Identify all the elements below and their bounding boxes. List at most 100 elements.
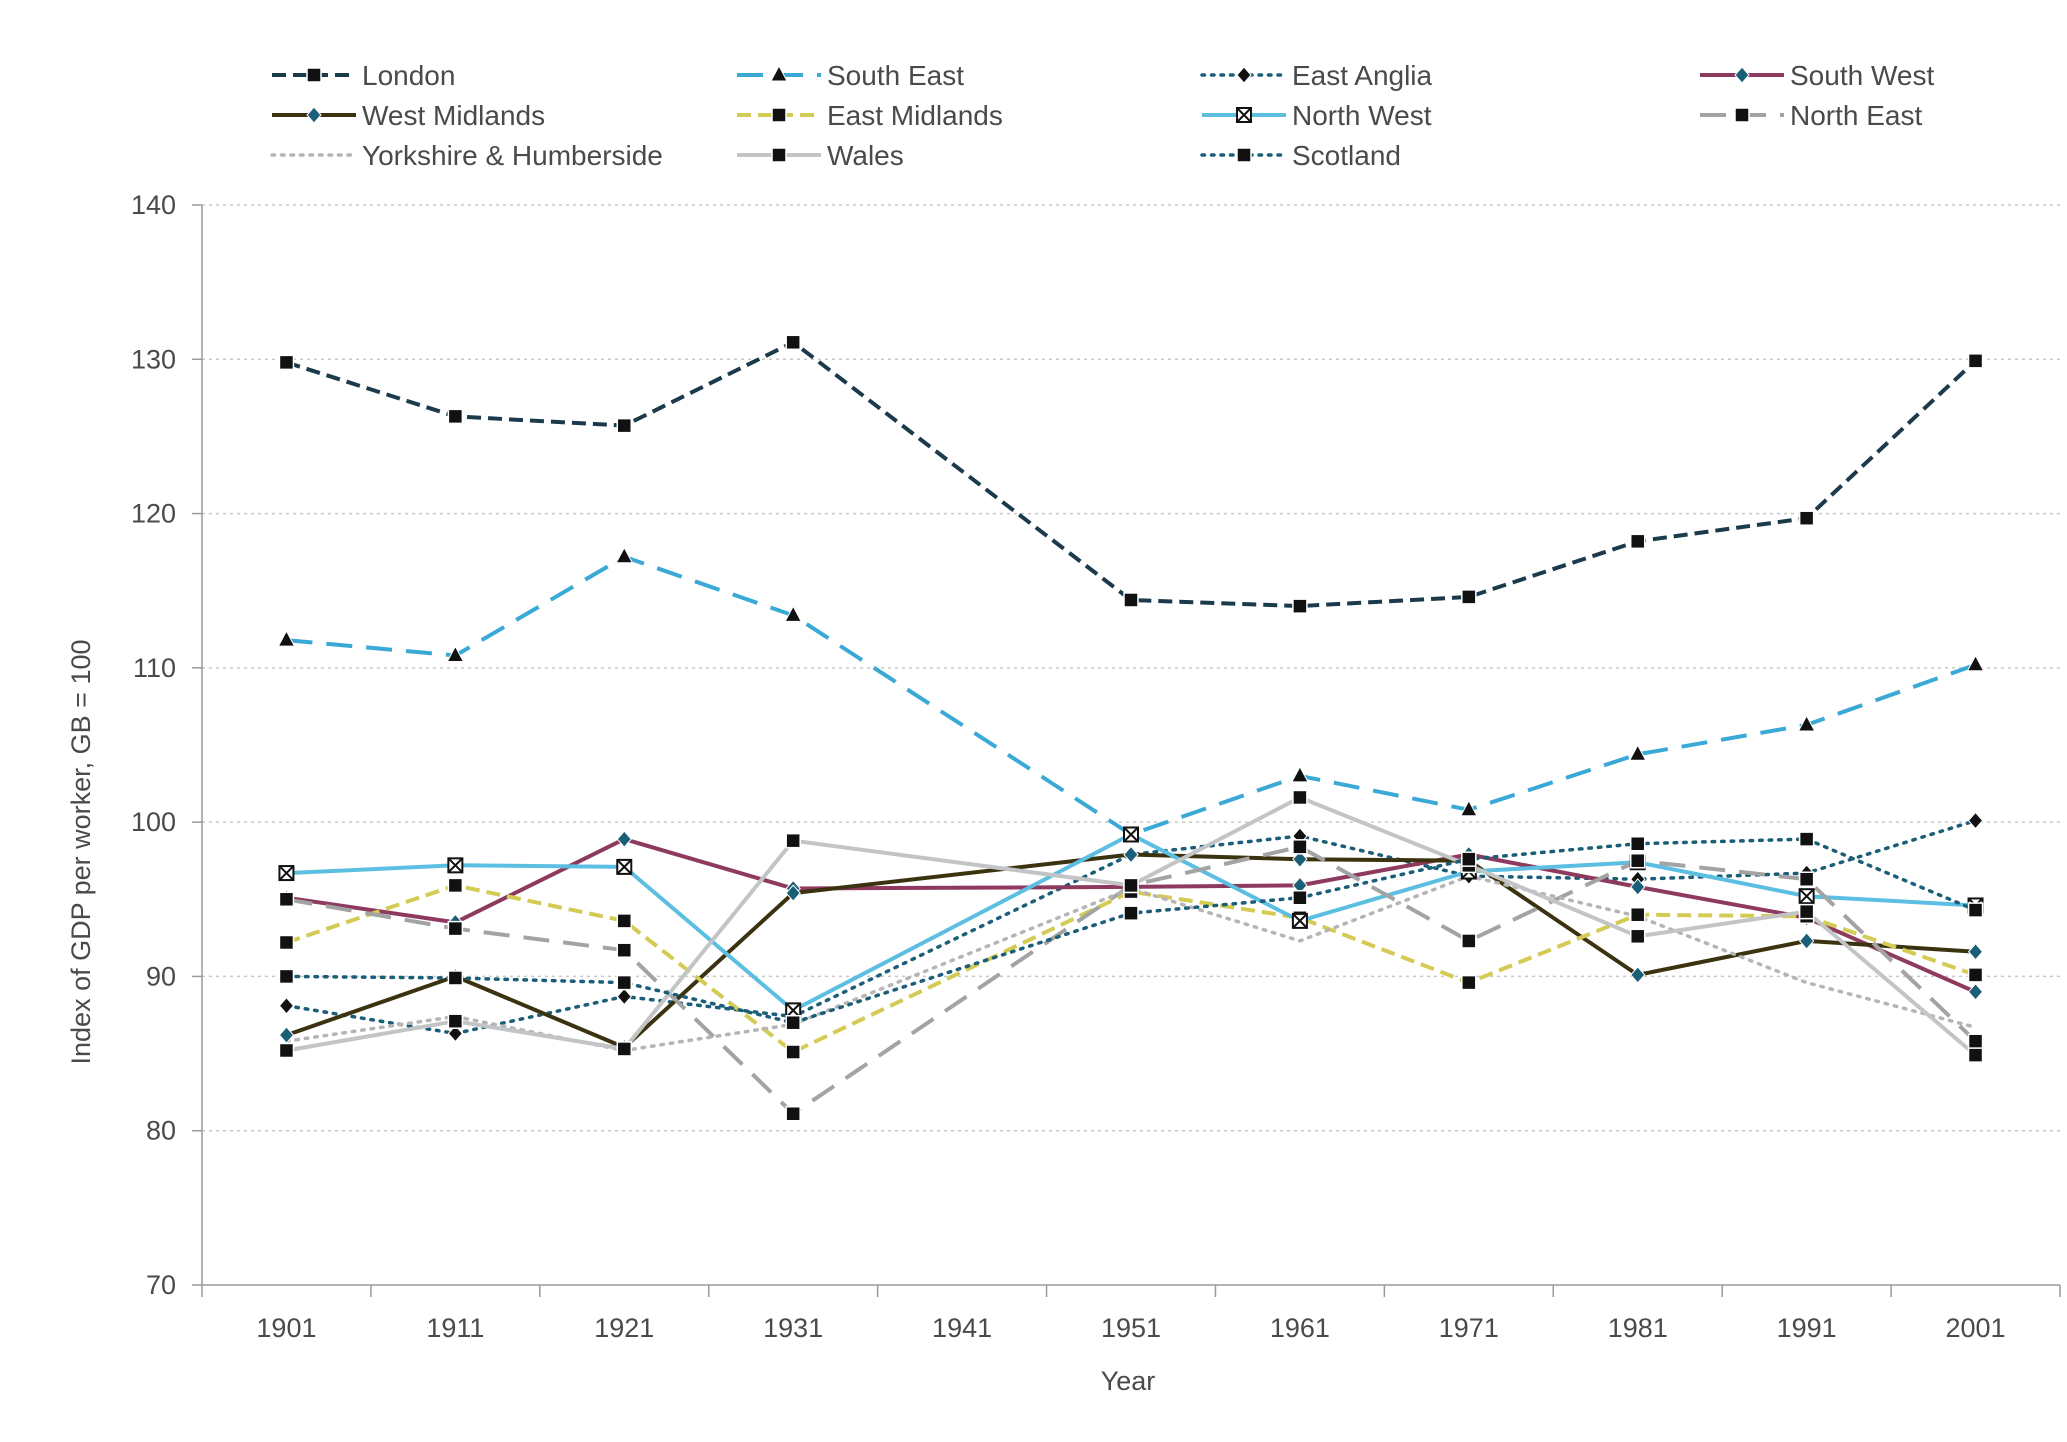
x-tick-label: 1901 — [256, 1313, 316, 1343]
point-scotland — [616, 974, 633, 991]
point-north-east — [447, 920, 464, 937]
legend-item-scotland: Scotland — [1200, 140, 1401, 171]
legend-label: Wales — [827, 140, 904, 171]
point-london — [616, 417, 633, 434]
legend-label: Scotland — [1292, 140, 1401, 171]
point-west-midlands — [1292, 850, 1308, 868]
point-wales — [785, 832, 801, 849]
series-line-east-midlands — [285, 883, 1977, 1054]
y-tick-label: 100 — [131, 807, 176, 837]
point-north-east — [1461, 933, 1477, 949]
series-line-wales — [286, 795, 1977, 1057]
legend-label: North East — [1790, 100, 1922, 131]
point-west-midlands — [1630, 966, 1646, 984]
x-tick-label: 2001 — [1946, 1313, 2006, 1343]
point-south-west — [616, 830, 632, 848]
gridlines — [202, 204, 2060, 1132]
point-scotland — [785, 1014, 801, 1031]
x-tick-label: 1991 — [1777, 1313, 1837, 1343]
point-north-west — [278, 865, 295, 882]
legend-marker — [1236, 107, 1252, 123]
point-london — [1461, 589, 1477, 605]
legend-item-east-midlands: East Midlands — [737, 100, 1003, 131]
point-south-east — [615, 546, 634, 564]
point-scotland — [1798, 831, 1815, 847]
legend-item-south-west: South West — [1700, 60, 1934, 91]
point-south-east — [784, 605, 803, 622]
y-tick-label: 90 — [146, 961, 176, 991]
series-lines — [284, 340, 1978, 1116]
legend-item-north-west: North West — [1202, 100, 1432, 131]
point-south-east — [1966, 654, 1985, 672]
point-west-midlands — [1798, 932, 1815, 950]
x-tick-label: 1971 — [1439, 1313, 1499, 1343]
legend-marker — [1236, 66, 1252, 84]
point-north-west — [785, 1002, 802, 1019]
point-north-east — [278, 891, 295, 908]
point-wales — [1123, 877, 1139, 894]
point-east-midlands — [278, 934, 295, 951]
legend-item-yorkshire-and-humberside: Yorkshire & Humberside — [270, 140, 663, 171]
point-wales — [1292, 789, 1308, 806]
point-south-west — [1630, 878, 1646, 896]
point-north-west — [1291, 912, 1308, 929]
point-east-midlands — [1629, 906, 1646, 923]
point-london — [447, 408, 464, 425]
x-tick-label: 1931 — [763, 1313, 823, 1343]
point-east-anglia — [447, 1024, 464, 1043]
point-north-east — [1967, 1033, 1984, 1049]
point-scotland — [447, 970, 464, 986]
y-axis-label: Index of GDP per worker, GB = 100 — [66, 640, 96, 1065]
point-wales — [447, 1013, 464, 1029]
point-south-east — [446, 645, 465, 663]
x-tick-label: 1961 — [1270, 1313, 1330, 1343]
point-east-anglia — [278, 996, 295, 1015]
point-north-west — [616, 858, 633, 875]
legend-item-london: London — [272, 60, 455, 91]
point-west-midlands — [785, 884, 801, 902]
legend-marker — [771, 147, 787, 163]
legend-label: East Midlands — [827, 100, 1003, 131]
x-tick-label: 1911 — [426, 1313, 484, 1343]
legend-label: West Midlands — [362, 100, 545, 131]
point-north-east — [1629, 852, 1646, 869]
point-west-midlands — [278, 1026, 295, 1044]
legend-item-north-east: North East — [1700, 100, 1922, 131]
point-scotland — [1123, 905, 1139, 921]
point-london — [785, 334, 801, 351]
series-line-london — [285, 340, 1977, 609]
point-north-east — [785, 1105, 801, 1122]
legend-label: Yorkshire & Humberside — [362, 140, 663, 171]
series-line-north-east — [286, 844, 1977, 1116]
axes: 70 80 90 100 110 120 130 140 1901 1911 1921 1931 194… — [131, 190, 2061, 1343]
x-axis-label: Year — [1101, 1366, 1156, 1396]
legend-marker — [1734, 66, 1750, 84]
point-wales — [1798, 903, 1815, 920]
series-line-scotland — [284, 837, 1978, 1025]
y-tick-label: 80 — [146, 1116, 176, 1146]
series-line-south-west — [286, 837, 1977, 994]
point-east-midlands — [1967, 967, 1984, 983]
x-tick-label: 1951 — [1101, 1313, 1161, 1343]
x-tick-label: 1981 — [1608, 1313, 1668, 1343]
point-wales — [278, 1042, 295, 1059]
legend-label: London — [362, 60, 455, 91]
point-wales — [1967, 1047, 1984, 1063]
series-line-east-anglia — [284, 818, 1978, 1036]
legend-marker — [1734, 107, 1750, 123]
legend-item-wales: Wales — [737, 140, 904, 171]
point-scotland — [1461, 851, 1477, 867]
y-tick-label: 110 — [133, 653, 176, 683]
legend-marker — [770, 64, 788, 82]
point-south-east — [1459, 799, 1478, 817]
point-scotland — [1967, 902, 1984, 918]
legend: London South East East Anglia South West Wes… — [270, 60, 1934, 171]
point-south-east — [1628, 744, 1647, 761]
point-london — [1123, 592, 1139, 608]
point-london — [278, 354, 295, 371]
point-london — [1629, 533, 1646, 550]
legend-item-east-anglia: East Anglia — [1200, 60, 1433, 91]
legend-label: South West — [1790, 60, 1934, 91]
legend-label: East Anglia — [1292, 60, 1433, 91]
